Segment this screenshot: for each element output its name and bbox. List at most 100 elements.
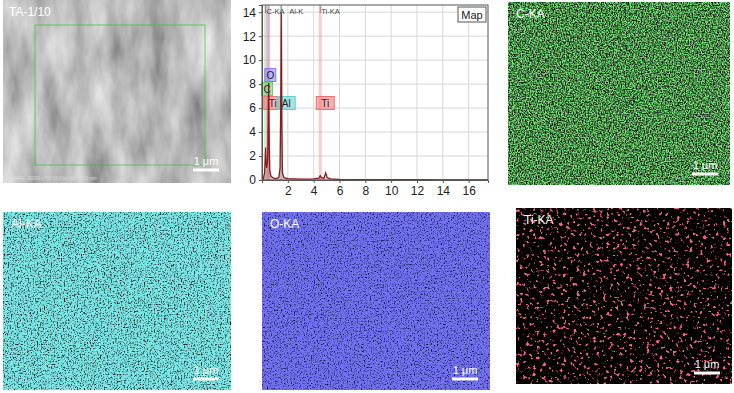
element-band [319, 5, 322, 180]
element-label: Ti [269, 98, 277, 109]
tick-mark [259, 156, 262, 157]
tick-mark [259, 84, 262, 85]
tick-label: 14 [243, 6, 257, 20]
plot-background [262, 5, 488, 180]
tick-label: 12 [411, 184, 425, 198]
map-background [508, 2, 730, 185]
scale-bar-label: 1 μm [453, 364, 478, 376]
grid-line-y [262, 108, 488, 109]
element-map: C-KA1 μm [508, 2, 730, 185]
plot-frame [262, 5, 488, 180]
tick-mark [259, 12, 262, 13]
title-box [458, 7, 486, 22]
scale-bar [193, 378, 219, 381]
map-image [262, 212, 490, 390]
map-label: Ti-KA [524, 213, 554, 227]
element-map: Ti-KA 1 μm [516, 208, 732, 384]
scale-bar [694, 372, 720, 375]
tick-label: 4 [311, 184, 318, 198]
tick-label: 10 [385, 184, 399, 198]
element-label: O [266, 70, 274, 81]
grid-line-y [262, 36, 488, 37]
grid [262, 5, 488, 180]
tick-mark [259, 60, 262, 61]
axis-line [263, 181, 489, 184]
tick: 10 [243, 53, 262, 67]
sem-label: TA-1/10 [9, 5, 51, 19]
tick: 0 [249, 173, 262, 187]
tick-label: 2 [285, 184, 292, 198]
scale-bar [692, 173, 718, 176]
sem-panel: TA-1/101 μmSE MAG: 20000 x HV: 15.0 kV W… [3, 0, 231, 183]
grid-line-x [468, 5, 469, 180]
grid-line-y [262, 156, 488, 157]
spectrum-chart: OC Ti Al Ti 2 4 6 8 10 12 14 16 0 2 4 6 8 10 12 14 C-KA Al-K T… [243, 5, 489, 198]
element-box [277, 97, 295, 110]
element-markers: OC Ti Al Ti [262, 5, 335, 180]
tick: 4 [311, 180, 318, 198]
tick-mark [259, 108, 262, 109]
tick: 10 [385, 180, 399, 198]
map-background [262, 212, 490, 390]
tick-label: 6 [337, 184, 344, 198]
tick-label: 10 [243, 53, 257, 67]
tick: 8 [362, 180, 369, 198]
line-name: Al-K [289, 7, 303, 16]
tick: 2 [249, 149, 262, 163]
tick-label: 12 [243, 30, 257, 44]
tick: 2 [285, 180, 292, 198]
tick: 12 [243, 30, 262, 44]
element-map: Al-KA 1 μm [3, 212, 231, 390]
grid-line-x [391, 5, 392, 180]
line-names: C-KA Al-K Ti-KA [266, 5, 340, 16]
tick-label: 2 [249, 149, 256, 163]
element-bands [266, 5, 321, 180]
tick-mark [259, 180, 262, 181]
axis-line [259, 6, 263, 181]
sem-roi [35, 25, 205, 165]
sem-background [3, 0, 231, 183]
tick-label: 4 [249, 125, 256, 139]
tick-label: 6 [249, 101, 256, 115]
line-name: Ti-KA [321, 7, 339, 16]
grid-line-x [287, 5, 288, 180]
line-marker [281, 5, 282, 13]
grid-line-y [262, 132, 488, 133]
spectrum-line [262, 12, 488, 180]
scale-bar-label: 1 μm [695, 358, 720, 370]
spectrum-area [262, 12, 488, 180]
scale-bar-label: 1 μm [194, 364, 219, 376]
tick: 8 [249, 77, 262, 91]
scale-bar-label: 1 μm [693, 159, 718, 171]
scale-bar [452, 378, 478, 381]
tick: 14 [243, 6, 262, 20]
y-axis: 0 2 4 6 8 10 12 14 [243, 6, 263, 188]
map-label: Al-KA [11, 217, 42, 231]
tick-mark [259, 36, 262, 37]
tick-label: 16 [462, 184, 476, 198]
sem-image [3, 0, 231, 183]
element-box [265, 69, 276, 82]
map-image [516, 208, 732, 384]
map-label: O-KA [270, 217, 299, 231]
element-label: Al [282, 98, 291, 109]
tick-label: 8 [249, 77, 256, 91]
grid-line-y [262, 60, 488, 61]
line-name: C-KA [267, 7, 285, 16]
element-label: Ti [321, 98, 329, 109]
tick: 4 [249, 125, 262, 139]
tick-label: 14 [437, 184, 451, 198]
tick: 12 [411, 180, 425, 198]
grid-line-y [262, 84, 488, 85]
map-image [508, 2, 730, 185]
tick-label: 0 [249, 173, 256, 187]
tick: 6 [249, 101, 262, 115]
map-background [516, 208, 732, 384]
element-box [316, 97, 334, 110]
map-background [3, 212, 231, 390]
element-map: O-KA 1 μm [262, 212, 490, 390]
grid-line-x [339, 5, 340, 180]
element-box [262, 83, 273, 96]
element-label: C [263, 84, 270, 95]
chart-title: Map [461, 9, 482, 21]
